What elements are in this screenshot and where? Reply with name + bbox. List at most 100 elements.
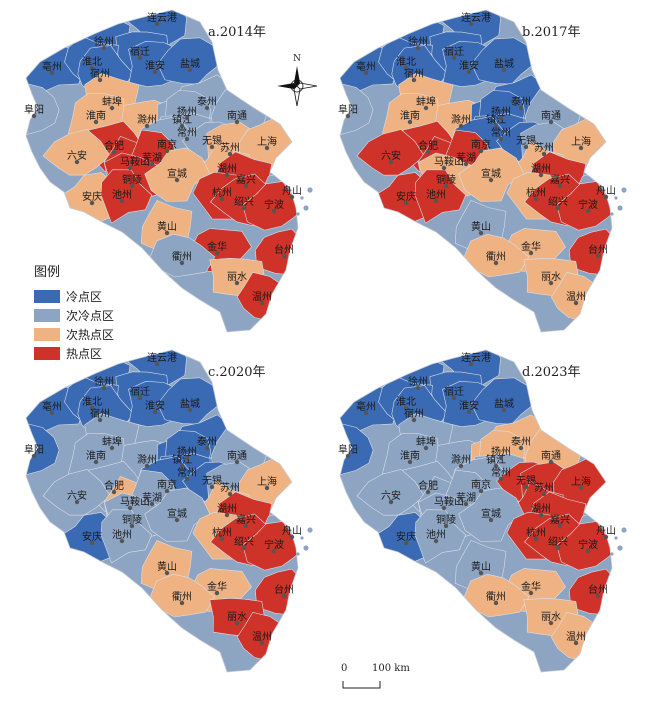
city-label: 嘉兴 bbox=[550, 173, 570, 186]
city-dot bbox=[152, 69, 158, 75]
city-dot bbox=[174, 177, 180, 183]
city-label: 丽水 bbox=[227, 611, 247, 623]
city-label: 蚌埠 bbox=[102, 435, 122, 448]
city-region bbox=[100, 169, 153, 224]
city-dot bbox=[548, 119, 554, 125]
city-dot bbox=[468, 361, 474, 367]
city-dot bbox=[555, 545, 561, 551]
city-label: 宣城 bbox=[481, 507, 501, 520]
scale-bar: 0 100 km bbox=[341, 663, 410, 689]
city-label: 徐州 bbox=[408, 375, 428, 388]
city-dot bbox=[154, 361, 160, 367]
city-dot bbox=[89, 405, 95, 411]
city-dot bbox=[49, 410, 55, 416]
city-dot bbox=[478, 148, 484, 154]
city-label: 苏州 bbox=[220, 481, 240, 494]
city-dot bbox=[345, 113, 351, 119]
city-dot bbox=[154, 21, 160, 27]
city-label: 衢州 bbox=[172, 591, 192, 603]
city-dot bbox=[164, 230, 170, 236]
legend-swatch bbox=[34, 309, 60, 322]
city-label: 台州 bbox=[588, 243, 608, 256]
city-label: 宿州 bbox=[404, 407, 424, 420]
city-region bbox=[144, 487, 211, 542]
city-label: 六安 bbox=[381, 149, 401, 162]
city-label: 南京 bbox=[157, 138, 177, 151]
city-label: 泰州 bbox=[511, 95, 531, 108]
city-region bbox=[458, 487, 525, 542]
city-region bbox=[100, 509, 153, 564]
city-dot bbox=[127, 505, 133, 511]
city-label: 上海 bbox=[257, 475, 277, 488]
city-dot bbox=[388, 159, 394, 165]
city-dot bbox=[468, 21, 474, 27]
city-dot bbox=[259, 640, 265, 646]
city-dot bbox=[403, 540, 409, 546]
city-dot bbox=[209, 484, 215, 490]
city-label: 无锡 bbox=[516, 474, 536, 487]
city-dot bbox=[458, 463, 464, 469]
city-dot bbox=[144, 463, 150, 469]
city-label: 合肥 bbox=[418, 139, 438, 152]
city-label: 合肥 bbox=[418, 479, 438, 492]
city-label: 扬州 bbox=[177, 445, 197, 458]
city-dot bbox=[523, 144, 529, 150]
city-label: 常州 bbox=[491, 126, 511, 139]
city-dot bbox=[271, 548, 277, 554]
city-dot bbox=[403, 405, 409, 411]
city-label: 蚌埠 bbox=[102, 95, 122, 108]
city-label: 铜陵 bbox=[122, 514, 142, 526]
city-label: 金华 bbox=[207, 580, 227, 593]
city-label: 南京 bbox=[471, 138, 491, 151]
city-region bbox=[157, 377, 221, 425]
city-label: 泰州 bbox=[511, 435, 531, 448]
city-dot bbox=[184, 476, 190, 482]
city-dot bbox=[243, 523, 249, 529]
city-dot bbox=[281, 253, 287, 259]
city-label: 芜湖 bbox=[142, 151, 162, 164]
city-dot bbox=[501, 407, 507, 413]
city-label: 连云港 bbox=[147, 351, 177, 364]
city-label: 丽水 bbox=[541, 271, 561, 283]
city-label: 宿迁 bbox=[444, 385, 464, 398]
city-label: 淮北 bbox=[82, 396, 102, 408]
city-label: 连云港 bbox=[147, 11, 177, 24]
city-dot bbox=[89, 65, 95, 71]
city-label: 宿州 bbox=[90, 67, 110, 80]
city-label: 铜陵 bbox=[436, 514, 456, 526]
city-label: 宁波 bbox=[578, 198, 598, 211]
city-dot bbox=[184, 136, 190, 142]
city-region bbox=[556, 521, 612, 571]
city-dot bbox=[109, 445, 115, 451]
city-label: 湖州 bbox=[531, 503, 551, 515]
city-label: 金华 bbox=[521, 240, 541, 253]
city-label: 宿迁 bbox=[130, 45, 150, 58]
city-dot bbox=[214, 250, 220, 256]
city-label: 衢州 bbox=[172, 251, 192, 263]
city-dot bbox=[49, 70, 55, 76]
city-label: 池州 bbox=[426, 528, 446, 541]
city-label: 杭州 bbox=[212, 526, 232, 539]
city-label: 舟山 bbox=[596, 524, 616, 537]
city-dot bbox=[425, 149, 431, 155]
city-label: 黄山 bbox=[157, 220, 177, 233]
city-dot bbox=[227, 491, 233, 497]
city-dot bbox=[423, 445, 429, 451]
city-dot bbox=[111, 149, 117, 155]
city-dot bbox=[31, 453, 37, 459]
city-dot bbox=[578, 145, 584, 151]
city-label: 徐州 bbox=[94, 375, 114, 388]
city-label: 芜湖 bbox=[456, 491, 476, 504]
city-dot bbox=[184, 115, 190, 121]
city-dot bbox=[541, 491, 547, 497]
city-label: 金华 bbox=[521, 580, 541, 593]
city-dot bbox=[493, 260, 499, 266]
city-label: 徐州 bbox=[94, 35, 114, 48]
map-panel-2: 连云港徐州宿迁亳州 淮北宿州淮安 盐城蚌埠阜阳淮南泰州滁州 镇江 南通扬州合肥常州南京无… bbox=[338, 9, 627, 333]
city-label: 泰州 bbox=[197, 95, 217, 108]
city-dot bbox=[548, 280, 554, 286]
panel-title: a.2014年 bbox=[208, 25, 266, 40]
city-label: 绍兴 bbox=[234, 535, 254, 548]
city-label: 金华 bbox=[207, 240, 227, 253]
